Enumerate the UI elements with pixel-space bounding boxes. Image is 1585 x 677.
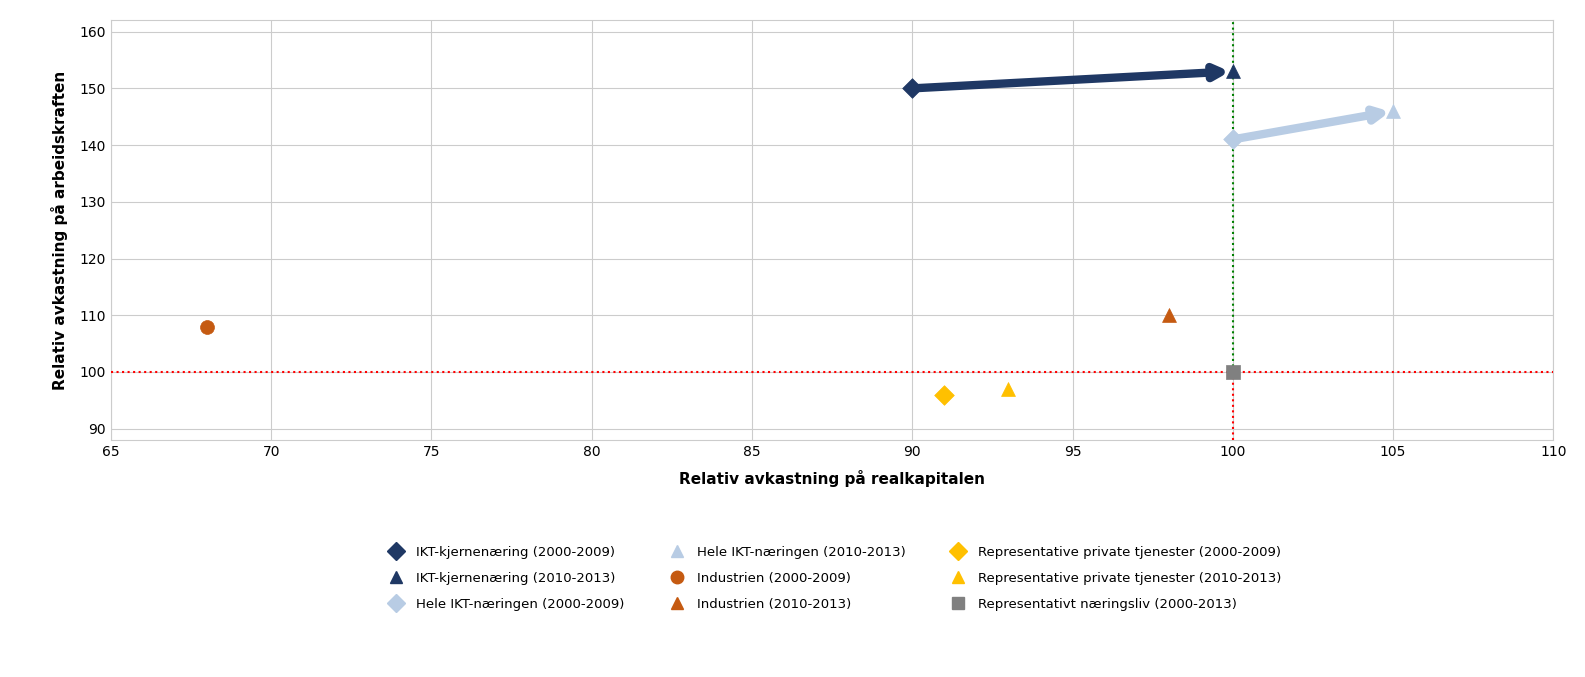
- Representativt næringsliv (2000-2013): [1220, 366, 1246, 377]
- Hele IKT-næringen (2010-2013): [1381, 106, 1406, 116]
- IKT-kjernenæring (2010-2013): [1220, 66, 1246, 77]
- Y-axis label: Relativ avkastning på arbeidskraften: Relativ avkastning på arbeidskraften: [51, 70, 68, 390]
- Legend: IKT-kjernenæring (2000-2009), IKT-kjernenæring (2010-2013), Hele IKT-næringen (2: IKT-kjernenæring (2000-2009), IKT-kjerne…: [376, 539, 1289, 617]
- Industrien (2010-2013): [1155, 310, 1181, 321]
- Representative private tjenester (2010-2013): [995, 384, 1021, 395]
- X-axis label: Relativ avkastning på realkapitalen: Relativ avkastning på realkapitalen: [678, 470, 986, 487]
- IKT-kjernenæring (2000-2009): [900, 83, 926, 94]
- Representative private tjenester (2000-2009): [932, 389, 957, 400]
- Hele IKT-næringen (2000-2009): [1220, 134, 1246, 145]
- Industrien (2000-2009): [195, 321, 220, 332]
